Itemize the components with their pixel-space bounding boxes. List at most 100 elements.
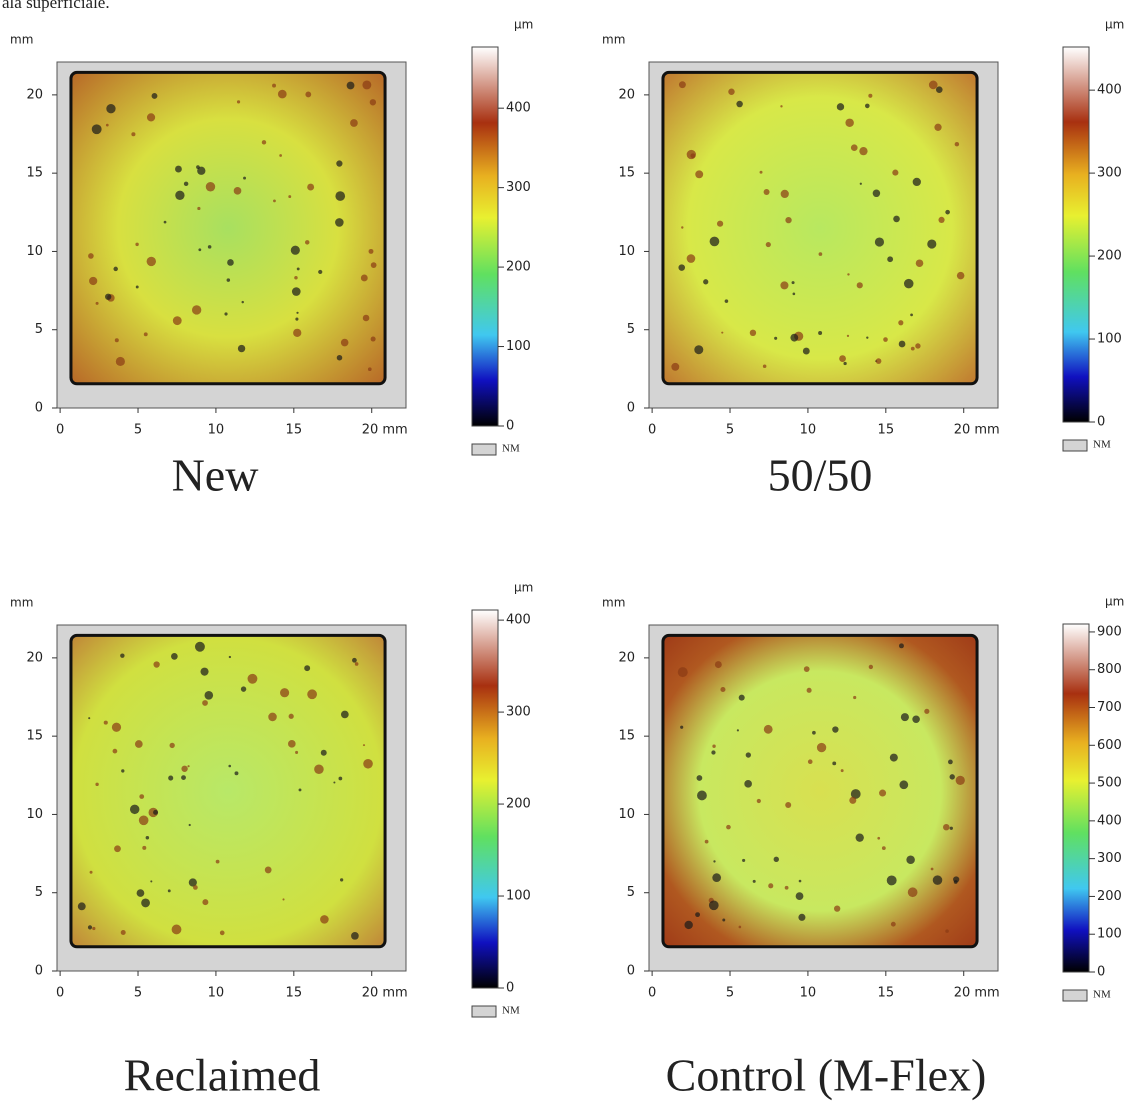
- y-tick-label: 10: [618, 807, 635, 822]
- missing-swatch: [471, 1005, 497, 1018]
- surface-spot: [298, 788, 302, 792]
- surface-spot: [703, 279, 709, 285]
- surface-spot: [877, 836, 881, 840]
- surface-spot: [290, 245, 300, 255]
- colorbar: [1062, 623, 1090, 973]
- surface-spot: [780, 189, 789, 199]
- x-tick-label: 10: [208, 423, 225, 438]
- surface-spot: [95, 782, 99, 787]
- x-tick-label: 10: [800, 986, 817, 1001]
- surface-spot: [171, 653, 178, 660]
- surface-spot: [773, 856, 779, 863]
- surface-spot: [106, 104, 116, 114]
- surface-spot: [859, 147, 868, 156]
- surface-spot: [726, 824, 731, 830]
- colorbar-tick-label: 100: [1097, 332, 1122, 347]
- surface-spot: [340, 710, 349, 719]
- surface-spot: [892, 169, 899, 176]
- surface-spot: [163, 220, 167, 224]
- surface-spot: [240, 686, 247, 692]
- surface-spot: [887, 256, 894, 263]
- surface-spot: [279, 154, 282, 157]
- surface-spot: [697, 790, 707, 801]
- surface-spot: [780, 281, 789, 290]
- surface-spot: [241, 300, 244, 304]
- surface-spot: [935, 86, 943, 93]
- surface-spot: [234, 771, 239, 776]
- surface-spot: [932, 875, 943, 885]
- y-unit: mm: [602, 33, 625, 47]
- surface-spot: [146, 256, 156, 267]
- y-tick-label: 10: [26, 244, 43, 259]
- panel-label: Control (M-Flex): [666, 1050, 987, 1101]
- surface-spot: [335, 218, 344, 227]
- surface-spot: [738, 694, 745, 701]
- surface-spot: [720, 686, 726, 693]
- surface-spot: [709, 236, 720, 247]
- surface-spot: [198, 248, 202, 252]
- surface-spot: [721, 331, 724, 334]
- surface-spot: [903, 278, 914, 289]
- surface-spot: [945, 929, 949, 933]
- surface-spot: [153, 661, 160, 668]
- surface-spot: [910, 346, 915, 351]
- surface-spot: [680, 725, 684, 729]
- surface-spot: [89, 276, 98, 286]
- surface-spot: [898, 320, 904, 326]
- surface-spot: [105, 293, 112, 300]
- surface-spot: [143, 332, 148, 337]
- surface-spot: [227, 259, 234, 266]
- surface-spot: [684, 920, 693, 930]
- surface-spot: [846, 334, 850, 337]
- surface-spot: [856, 282, 863, 289]
- surface-spot: [105, 123, 109, 127]
- surface-spot: [219, 930, 225, 936]
- surface-spot: [798, 879, 802, 883]
- colorbar-tick-label: 600: [1097, 738, 1122, 753]
- surface-spot: [135, 285, 139, 289]
- surface-spot: [671, 362, 680, 371]
- panel-label: New: [172, 450, 260, 501]
- missing-label: NM: [1093, 989, 1111, 1001]
- missing-swatch: [1062, 439, 1088, 452]
- surface-spot: [927, 239, 937, 249]
- surface-spot: [77, 902, 86, 911]
- missing-label: NM: [502, 443, 520, 455]
- surface-spot: [832, 726, 839, 733]
- surface-spot: [370, 336, 376, 342]
- surface-spot: [139, 794, 145, 799]
- surface-spot: [268, 712, 277, 722]
- surface-spot: [774, 336, 778, 340]
- surface-spot: [910, 313, 913, 317]
- surface-spot: [711, 750, 716, 755]
- surface-spot: [875, 358, 882, 364]
- surface-spot: [780, 105, 783, 108]
- surface-spot: [175, 190, 185, 200]
- surface-spot: [912, 177, 921, 187]
- surface-spot: [168, 775, 174, 781]
- surface-spot: [224, 312, 228, 316]
- panel-label: 50/50: [768, 450, 873, 501]
- surface-spot: [868, 664, 874, 670]
- surface-spot: [151, 93, 158, 99]
- surface-spot: [712, 744, 716, 748]
- surface-spot: [181, 775, 186, 781]
- colorbar: [1062, 46, 1090, 423]
- y-tick-label: 20: [618, 650, 635, 665]
- surface-spot: [294, 276, 298, 280]
- x-tick-label: 0: [648, 986, 656, 1001]
- surface-spot: [934, 123, 942, 131]
- surface-spot: [150, 880, 153, 883]
- surface-spot: [333, 781, 336, 784]
- surface-spot: [113, 266, 118, 272]
- y-tick-label: 15: [618, 166, 635, 181]
- surface-spot: [92, 926, 96, 931]
- surface-spot: [956, 271, 965, 280]
- surface-spot: [883, 337, 888, 342]
- surface-spot: [713, 860, 716, 863]
- surface-spot: [114, 845, 121, 853]
- x-tick-label: 0: [56, 423, 64, 438]
- surface-spot: [200, 667, 209, 676]
- surface-spot: [865, 103, 870, 109]
- surface-spot: [141, 898, 150, 908]
